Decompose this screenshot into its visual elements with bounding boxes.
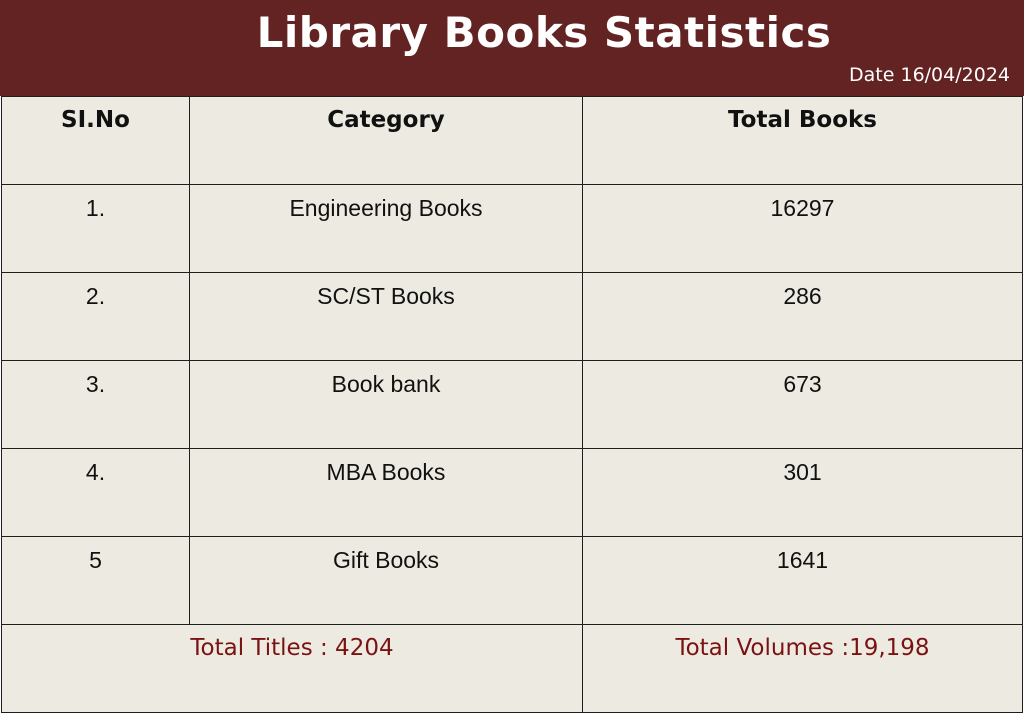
cell-category: Engineering Books bbox=[189, 184, 583, 273]
cell-sno: 4. bbox=[1, 448, 190, 537]
table-header-row: SI.No Category Total Books bbox=[1, 96, 1023, 185]
cell-total: 1641 bbox=[582, 536, 1023, 625]
cell-total: 673 bbox=[582, 360, 1023, 449]
cell-category: MBA Books bbox=[189, 448, 583, 537]
cell-total: 301 bbox=[582, 448, 1023, 537]
total-volumes: Total Volumes :19,198 bbox=[582, 624, 1023, 713]
page-title: Library Books Statistics bbox=[256, 8, 832, 57]
table-footer-row: Total Titles : 4204 Total Volumes :19,19… bbox=[1, 624, 1023, 713]
table-row: 4. MBA Books 301 bbox=[1, 448, 1023, 537]
statistics-table: SI.No Category Total Books 1. Engineerin… bbox=[1, 96, 1023, 713]
cell-sno: 2. bbox=[1, 272, 190, 361]
cell-sno: 1. bbox=[1, 184, 190, 273]
title-banner: Library Books Statistics Date 16/04/2024 bbox=[0, 0, 1024, 96]
cell-total: 286 bbox=[582, 272, 1023, 361]
table-row: 2. SC/ST Books 286 bbox=[1, 272, 1023, 361]
report-date: Date 16/04/2024 bbox=[849, 64, 1010, 86]
cell-category: SC/ST Books bbox=[189, 272, 583, 361]
column-header-category: Category bbox=[189, 96, 583, 185]
cell-category: Gift Books bbox=[189, 536, 583, 625]
cell-sno: 3. bbox=[1, 360, 190, 449]
cell-total: 16297 bbox=[582, 184, 1023, 273]
total-titles: Total Titles : 4204 bbox=[1, 624, 583, 713]
table-row: 5 Gift Books 1641 bbox=[1, 536, 1023, 625]
cell-category: Book bank bbox=[189, 360, 583, 449]
table-row: 1. Engineering Books 16297 bbox=[1, 184, 1023, 273]
column-header-total-books: Total Books bbox=[582, 96, 1023, 185]
cell-sno: 5 bbox=[1, 536, 190, 625]
table-row: 3. Book bank 673 bbox=[1, 360, 1023, 449]
column-header-sno: SI.No bbox=[1, 96, 190, 185]
